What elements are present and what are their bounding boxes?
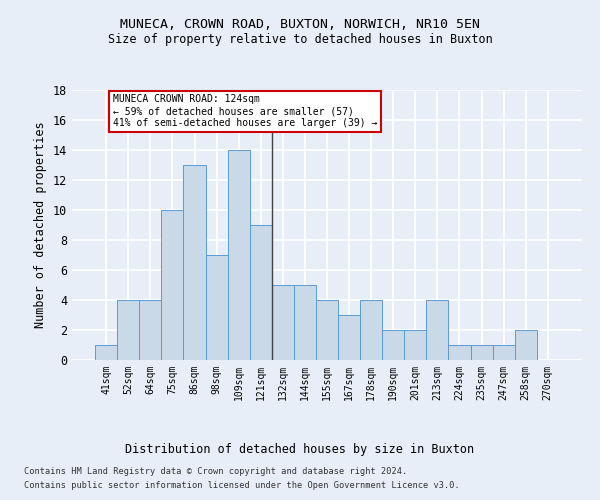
Bar <box>360 300 382 360</box>
Bar <box>161 210 184 360</box>
Bar <box>316 300 338 360</box>
Bar <box>382 330 404 360</box>
Bar <box>515 330 537 360</box>
Bar <box>470 345 493 360</box>
Bar <box>427 300 448 360</box>
Bar <box>227 150 250 360</box>
Bar <box>117 300 139 360</box>
Y-axis label: Number of detached properties: Number of detached properties <box>34 122 47 328</box>
Bar <box>338 315 360 360</box>
Text: Size of property relative to detached houses in Buxton: Size of property relative to detached ho… <box>107 32 493 46</box>
Bar <box>184 165 206 360</box>
Text: Contains public sector information licensed under the Open Government Licence v3: Contains public sector information licen… <box>24 481 460 490</box>
Bar <box>448 345 470 360</box>
Bar <box>95 345 117 360</box>
Text: Contains HM Land Registry data © Crown copyright and database right 2024.: Contains HM Land Registry data © Crown c… <box>24 467 407 476</box>
Bar <box>294 285 316 360</box>
Bar <box>206 255 227 360</box>
Text: MUNECA CROWN ROAD: 124sqm
← 59% of detached houses are smaller (57)
41% of semi-: MUNECA CROWN ROAD: 124sqm ← 59% of detac… <box>113 94 377 128</box>
Bar <box>272 285 294 360</box>
Bar <box>404 330 427 360</box>
Text: MUNECA, CROWN ROAD, BUXTON, NORWICH, NR10 5EN: MUNECA, CROWN ROAD, BUXTON, NORWICH, NR1… <box>120 18 480 30</box>
Text: Distribution of detached houses by size in Buxton: Distribution of detached houses by size … <box>125 442 475 456</box>
Bar <box>139 300 161 360</box>
Bar <box>250 225 272 360</box>
Bar <box>493 345 515 360</box>
